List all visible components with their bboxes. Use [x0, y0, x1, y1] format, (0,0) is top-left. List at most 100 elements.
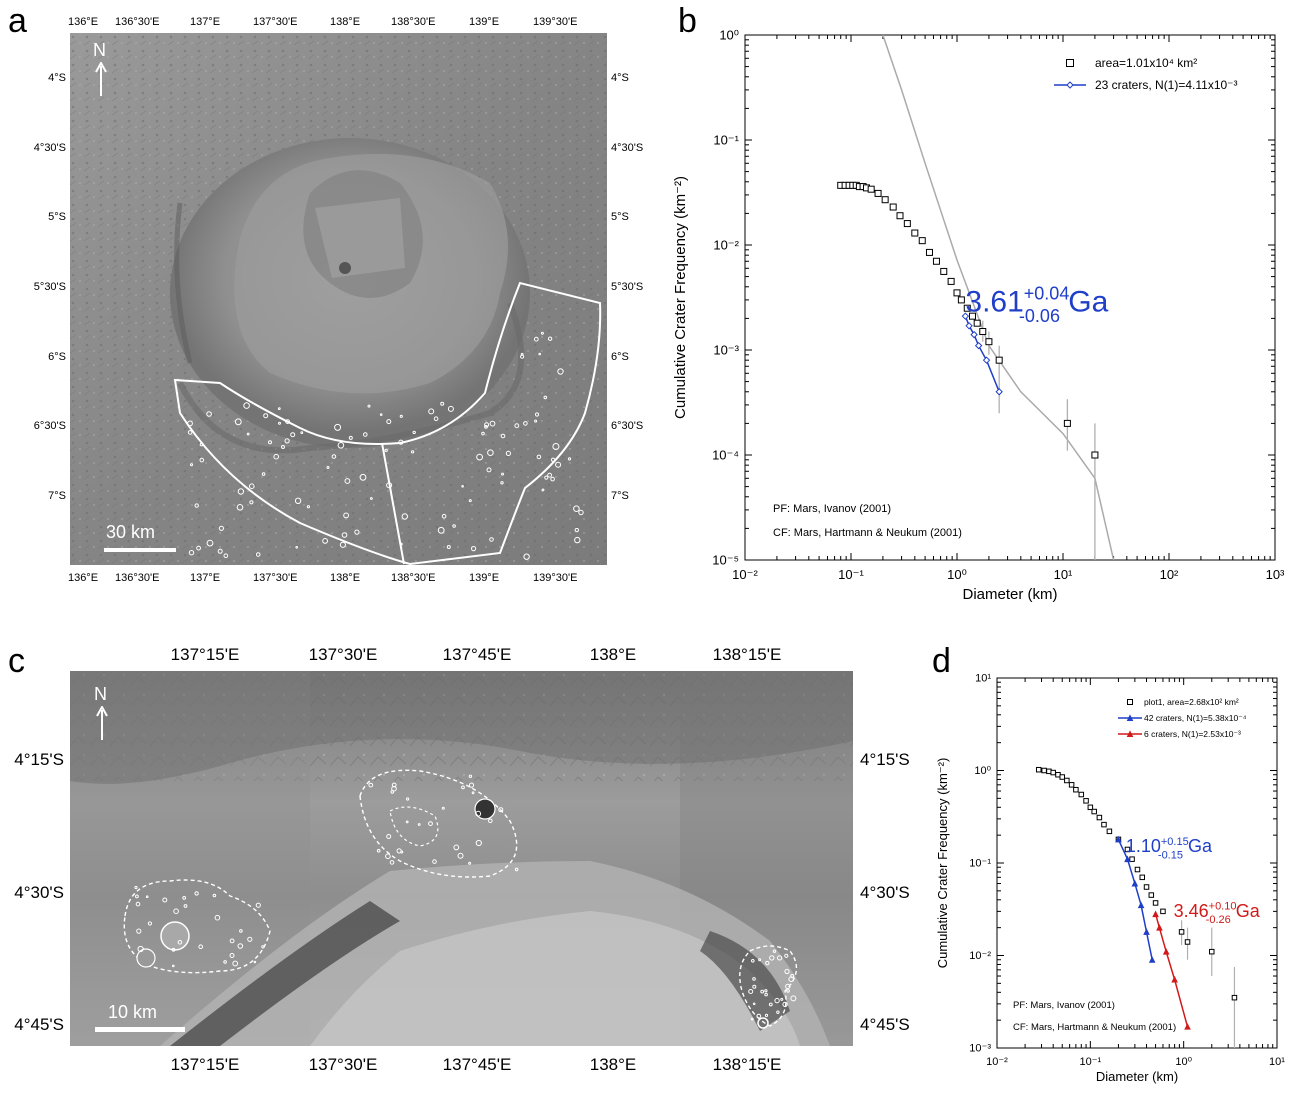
crater-marker — [194, 891, 199, 896]
crater-marker — [177, 940, 183, 945]
crater-marker — [534, 412, 540, 417]
crater-marker — [523, 553, 530, 560]
crater-marker — [484, 425, 488, 429]
crater-marker — [173, 908, 179, 914]
crater-marker — [550, 457, 556, 462]
data-point — [940, 267, 948, 275]
legend-marker-plot1 — [1127, 699, 1133, 705]
crater-marker — [246, 432, 250, 436]
crater-marker — [386, 419, 392, 425]
crater-marker — [135, 901, 141, 907]
crater-marker — [505, 450, 511, 456]
north-arrow-icon-c — [96, 706, 108, 740]
crater-marker — [237, 488, 245, 495]
crater-marker — [386, 482, 393, 489]
data-point — [881, 196, 889, 204]
crater-marker — [538, 352, 542, 356]
crater-marker — [290, 432, 296, 438]
age-label-blue: 1.10+0.15 -0.15 Ga — [1126, 836, 1213, 862]
data-point — [1143, 884, 1150, 890]
data-point — [1068, 782, 1075, 788]
study-area-outline-a — [173, 281, 602, 565]
crater-marker — [471, 546, 477, 552]
crater-marker — [255, 902, 261, 908]
crater-marker — [368, 782, 374, 788]
lat-label-left-c: 4°45'S — [14, 1015, 64, 1034]
lon-label-top: 137°30'E — [253, 16, 298, 28]
crater-marker — [348, 435, 353, 440]
scale-label-c: 10 km — [108, 1002, 158, 1022]
crater-marker — [217, 548, 223, 554]
data-point — [1096, 814, 1103, 821]
x-tick-label: 10⁻² — [986, 1056, 1008, 1068]
scale-bar-c — [95, 1027, 185, 1032]
x-tick-label: 10⁰ — [947, 567, 967, 582]
lat-label-left: 5°30'S — [33, 281, 66, 293]
panel-letter-c: c — [8, 642, 25, 680]
scale-bar-a — [104, 548, 176, 552]
crater-marker — [171, 947, 176, 952]
x-tick-label: 10² — [1160, 567, 1179, 582]
crater-marker — [547, 472, 553, 478]
y-tick-label: 10⁻³ — [969, 1043, 991, 1055]
lat-label-right: 7°S — [611, 490, 629, 502]
crater-marker — [488, 818, 493, 824]
chart-b-age-annotation: 3.61+0.04 -0.06 Ga — [965, 283, 1108, 326]
crater-marker — [344, 478, 351, 484]
crater-marker — [489, 420, 496, 427]
map-c-graphic — [70, 671, 853, 1046]
crater-marker — [398, 439, 404, 445]
crater-marker — [223, 553, 229, 559]
lon-label-bottom-c: 137°15'E — [170, 1055, 240, 1074]
crater-marker — [484, 422, 490, 428]
panel-letter-b: b — [678, 2, 697, 40]
y-tick-label: 10⁻³ — [713, 342, 739, 357]
age-label: 3.61+0.04 -0.06 Ga — [965, 283, 1108, 326]
crater-marker — [573, 505, 580, 513]
data-point — [918, 237, 926, 245]
crater-marker — [249, 483, 255, 490]
crater-marker — [389, 860, 395, 865]
fit-point — [1148, 956, 1156, 963]
crater-marker — [391, 785, 397, 792]
crater-marker — [339, 541, 346, 548]
lon-label-top: 138°30'E — [391, 16, 436, 28]
crater-marker — [475, 839, 482, 847]
crater-marker — [486, 467, 492, 473]
chart-d-legend: plot1, area=2.68x10² km² 42 craters, N(1)… — [1118, 697, 1247, 739]
lon-label-top: 136°30'E — [115, 16, 160, 28]
crater-marker — [468, 499, 472, 503]
lat-label-left: 7°S — [48, 490, 66, 502]
crater-marker — [234, 418, 242, 426]
data-point — [1209, 948, 1215, 955]
fit-point — [974, 341, 983, 350]
y-tick-label: 10⁻¹ — [969, 858, 991, 870]
y-tick-label: 10⁻² — [713, 237, 739, 252]
data-point — [1078, 791, 1085, 798]
crater-marker — [412, 430, 416, 435]
crater-marker — [461, 485, 464, 488]
crater-marker — [255, 552, 261, 557]
crater-marker — [376, 848, 381, 853]
x-tick-label: 10³ — [1266, 567, 1285, 582]
crater-marker — [567, 457, 572, 461]
x-tick-label: 10¹ — [1054, 567, 1073, 582]
data-point — [953, 289, 961, 297]
crater-marker — [243, 402, 250, 409]
crater-marker — [428, 408, 435, 415]
data-point — [1101, 821, 1107, 828]
crater-marker — [295, 546, 298, 549]
crater-marker — [751, 959, 755, 963]
chart-b-footnote-cf: CF: Mars, Hartmann & Neukum (2001) — [773, 527, 962, 539]
chart-b-ylabel: Cumulative Crater Frequency (km⁻²) — [672, 176, 689, 419]
data-point — [1063, 419, 1071, 427]
crater-marker — [334, 423, 342, 431]
panel-letter-a: a — [8, 2, 27, 40]
crater-marker — [212, 893, 217, 898]
data-point — [1139, 874, 1146, 881]
chart-d-age-annotation: 1.10+0.15 -0.15 Ga 3.46+0.10 -0.26 Ga — [1126, 836, 1261, 926]
crater-marker — [452, 524, 456, 528]
legend-marker-area — [1066, 59, 1074, 67]
legend-marker-red — [1126, 730, 1134, 737]
lon-label-top: 139°30'E — [533, 16, 578, 28]
